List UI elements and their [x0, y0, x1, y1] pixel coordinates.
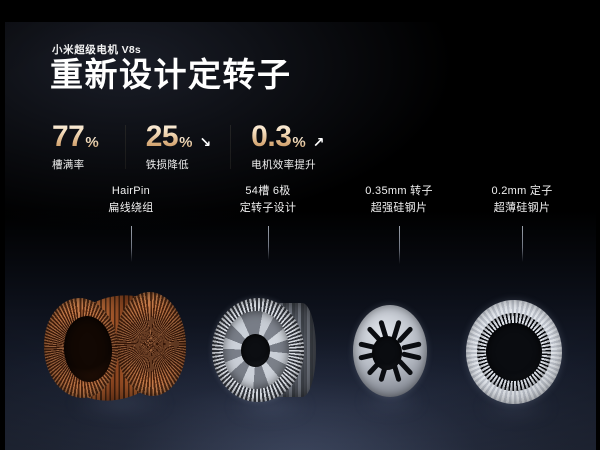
copper-hairpin-winding-image — [40, 286, 190, 416]
leader-line — [521, 226, 523, 263]
leader-line — [267, 226, 269, 261]
stat-number: 77 — [52, 120, 85, 153]
component-caption-line1: 54槽 6极 — [245, 185, 291, 197]
component-caption-line2: 超强硅钢片 — [370, 202, 428, 215]
component-caption-line2: 定转子设计 — [239, 202, 297, 215]
stat-item: 77 % 槽满率 — [52, 122, 126, 172]
stator-rotor-assembly-image — [210, 296, 328, 418]
stat-value-row: 0.3 % ↗ — [251, 122, 324, 152]
stat-label: 槽满率 — [52, 159, 85, 171]
stats-row: 77 % 槽满率 25 % ↘ 铁损降低 0.3 % ↗ 电机效率提升 — [52, 122, 362, 172]
assembly-bore — [241, 334, 270, 367]
component-callout-rotor: 0.35mm 转子 超强硅钢片 — [329, 183, 469, 265]
rotor-bore — [372, 336, 402, 370]
stat-unit: % — [85, 134, 99, 151]
stator-bore — [486, 323, 542, 381]
model-name: V8s — [121, 44, 141, 56]
leader-line — [398, 226, 400, 265]
brand-eyebrow: 小米超级电机 V8s — [52, 42, 141, 57]
stat-number: 0.3 — [251, 120, 292, 153]
stat-number: 25 — [145, 120, 179, 153]
page-title: 重新设计定转子 — [50, 56, 292, 93]
stat-value-row: 77 % — [52, 122, 106, 152]
brand-name: 小米超级电机 — [52, 44, 119, 56]
stator-lamination-image — [462, 300, 570, 418]
component-callout-stator: 0.2mm 定子 超薄硅钢片 — [452, 183, 592, 263]
stat-label: 电机效率提升 — [251, 159, 316, 171]
rotor-lamination-image — [345, 305, 437, 411]
magnet-slot — [401, 351, 422, 361]
stat-unit: % — [292, 134, 306, 151]
stat-label: 铁损降低 — [145, 159, 189, 171]
component-caption-line1: 0.35mm 转子 — [365, 185, 433, 197]
trend-down-arrow-icon: ↘ — [199, 134, 212, 150]
leader-line — [130, 226, 132, 263]
magnet-slot — [401, 341, 422, 351]
component-caption-line2: 超薄硅钢片 — [493, 202, 551, 215]
stat-value-row: 25 % ↘ — [146, 122, 211, 152]
stat-item: 0.3 % ↗ 电机效率提升 — [249, 122, 344, 172]
component-caption: 0.2mm 定子 超薄硅钢片 — [452, 183, 592, 217]
component-callout-assembly: 54槽 6极 定转子设计 — [193, 183, 343, 261]
stat-unit: % — [179, 134, 193, 151]
component-caption: 54槽 6极 定转子设计 — [193, 183, 343, 217]
trend-up-arrow-icon: ↗ — [312, 134, 325, 150]
stat-item: 25 % ↘ 铁损降低 — [144, 122, 232, 172]
component-caption-line1: 0.2mm 定子 — [491, 185, 553, 197]
component-caption: 0.35mm 转子 超强硅钢片 — [329, 183, 469, 217]
